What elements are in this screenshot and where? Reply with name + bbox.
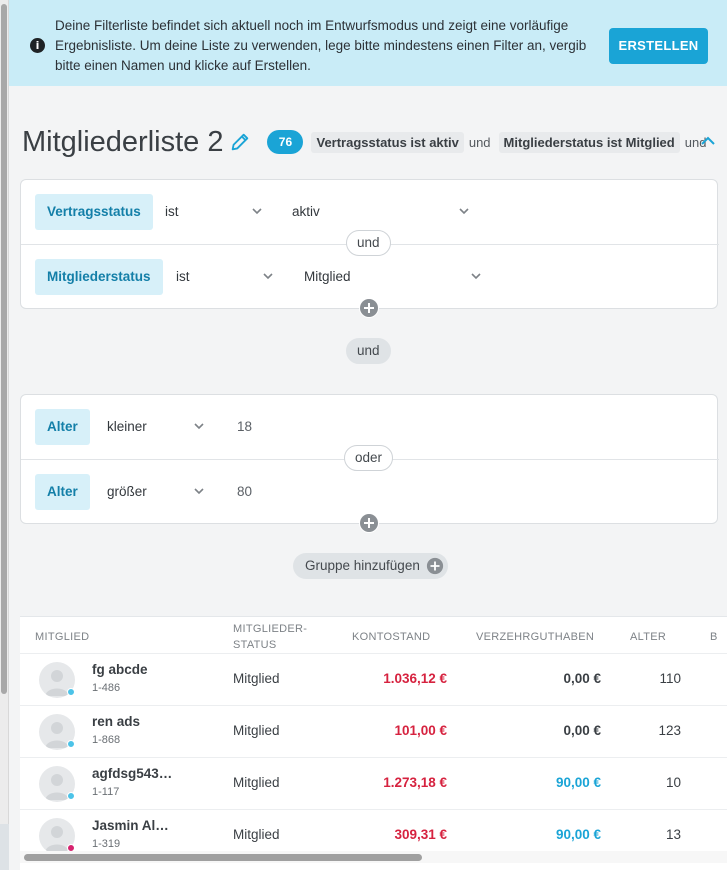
left-scrollbar-thumb[interactable] xyxy=(1,4,7,694)
result-count-badge: 76 xyxy=(267,130,304,154)
chevron-down-icon[interactable] xyxy=(194,488,204,495)
column-header-kontostand[interactable]: KONTOSTAND xyxy=(352,631,431,643)
member-age: 13 xyxy=(665,827,681,842)
account-balance: 101,00 € xyxy=(394,723,447,738)
pencil-icon[interactable] xyxy=(229,131,251,153)
draft-banner: i Deine Filterliste befindet sich aktuel… xyxy=(9,0,727,86)
left-scrollbar[interactable] xyxy=(0,0,9,870)
consumption-credit: 0,00 € xyxy=(563,723,601,738)
filter-row: Alter größer 80 xyxy=(21,459,719,523)
member-age: 10 xyxy=(665,775,681,790)
consumption-credit: 0,00 € xyxy=(563,671,601,686)
member-id: 1-319 xyxy=(92,838,121,850)
consumption-credit: 90,00 € xyxy=(555,775,601,790)
main-content: i Deine Filterliste befindet sich aktuel… xyxy=(9,0,727,870)
value-input[interactable]: 18 xyxy=(237,419,253,434)
summary-chip: Vertragsstatus ist aktiv xyxy=(311,131,464,153)
status-dot xyxy=(67,740,75,748)
filter-row: Vertragsstatus ist aktiv xyxy=(21,180,719,244)
account-balance: 1.273,18 € xyxy=(383,775,447,790)
filter-field-vertragsstatus[interactable]: Vertragsstatus xyxy=(35,194,153,230)
filter-field-mitgliederstatus[interactable]: Mitgliederstatus xyxy=(35,259,163,295)
horizontal-scrollbar-thumb[interactable] xyxy=(24,854,422,861)
title-row: Mitgliederliste 2 76 Vertragsstatus ist … xyxy=(22,122,706,162)
filter-row: Alter kleiner 18 xyxy=(21,395,719,459)
avatar xyxy=(39,818,75,854)
account-balance: 1.036,12 € xyxy=(383,671,447,686)
chevron-up-icon[interactable] xyxy=(698,131,718,151)
member-status: Mitglied xyxy=(233,827,280,842)
summary-chip: Mitgliederstatus ist Mitglied xyxy=(498,131,680,153)
member-id: 1-117 xyxy=(92,786,120,798)
group-connector-und[interactable]: und xyxy=(346,230,391,256)
member-id: 1-486 xyxy=(92,682,121,694)
add-group-label: Gruppe hinzufügen xyxy=(305,558,420,573)
member-status: Mitglied xyxy=(233,775,280,790)
operator-select[interactable]: ist xyxy=(165,204,179,219)
column-header-mitglied[interactable]: MITGLIED xyxy=(35,631,90,643)
column-header-verzehrguthaben[interactable]: VERZEHRGUTHABEN xyxy=(476,631,595,643)
chevron-down-icon[interactable] xyxy=(459,208,469,215)
table-row[interactable]: fg abcde 1-486 Mitglied 1.036,12 € 0,00 … xyxy=(20,653,727,705)
operator-select[interactable]: kleiner xyxy=(107,419,147,434)
member-id: 1-868 xyxy=(92,734,121,746)
value-input[interactable]: 80 xyxy=(237,484,253,499)
add-filter-icon[interactable] xyxy=(359,513,379,533)
member-age: 110 xyxy=(659,671,681,686)
create-button[interactable]: ERSTELLEN xyxy=(609,28,708,64)
status-dot xyxy=(67,688,75,696)
operator-select[interactable]: größer xyxy=(107,484,147,499)
operator-select[interactable]: ist xyxy=(176,269,190,284)
chevron-down-icon[interactable] xyxy=(252,208,262,215)
left-scrollbar-track-lower xyxy=(0,824,9,870)
horizontal-scrollbar[interactable] xyxy=(20,851,727,863)
member-age: 123 xyxy=(658,723,681,738)
member-name[interactable]: Jasmin Al… xyxy=(92,818,169,833)
info-icon: i xyxy=(30,38,45,53)
member-name[interactable]: ren ads xyxy=(92,714,141,729)
column-header-alter[interactable]: ALTER xyxy=(630,631,667,643)
member-status: Mitglied xyxy=(233,723,280,738)
consumption-credit: 90,00 € xyxy=(555,827,601,842)
add-group-button[interactable]: Gruppe hinzufügen xyxy=(293,553,448,579)
group-connector-oder[interactable]: oder xyxy=(344,445,394,471)
member-name[interactable]: fg abcde xyxy=(92,662,148,677)
chevron-down-icon[interactable] xyxy=(194,423,204,430)
filter-field-alter[interactable]: Alter xyxy=(35,474,90,510)
table-row[interactable]: agfdsg543… 1-117 Mitglied 1.273,18 € 90,… xyxy=(20,757,727,809)
value-select[interactable]: Mitglied xyxy=(304,269,351,284)
chevron-down-icon[interactable] xyxy=(471,273,481,280)
results-table: MITGLIED MITGLIEDER- STATUS KONTOSTAND V… xyxy=(20,616,727,870)
summary-conjunction: und xyxy=(684,134,707,150)
add-filter-icon[interactable] xyxy=(359,298,379,318)
account-balance: 309,31 € xyxy=(394,827,447,842)
status-dot xyxy=(67,792,75,800)
value-select[interactable]: aktiv xyxy=(292,204,320,219)
column-header-b[interactable]: B xyxy=(710,631,718,643)
member-status: Mitglied xyxy=(233,671,280,686)
column-header-mitgliederstatus[interactable]: MITGLIEDER- xyxy=(233,623,308,635)
plus-icon xyxy=(426,557,443,575)
banner-message: Deine Filterliste befindet sich aktuell … xyxy=(55,18,587,73)
table-row[interactable]: Jasmin Al… 1-319 Mitglied 309,31 € 90,00… xyxy=(20,809,727,861)
column-header-mitgliederstatus-line2[interactable]: STATUS xyxy=(233,639,277,651)
table-row[interactable]: ren ads 1-868 Mitglied 101,00 € 0,00 € 1… xyxy=(20,705,727,757)
filter-field-alter[interactable]: Alter xyxy=(35,409,90,445)
chevron-down-icon[interactable] xyxy=(263,273,273,280)
summary-conjunction: und xyxy=(468,134,491,150)
page-title: Mitgliederliste 2 xyxy=(22,125,224,158)
member-name[interactable]: agfdsg543… xyxy=(92,766,173,781)
groups-connector-und[interactable]: und xyxy=(346,338,391,364)
